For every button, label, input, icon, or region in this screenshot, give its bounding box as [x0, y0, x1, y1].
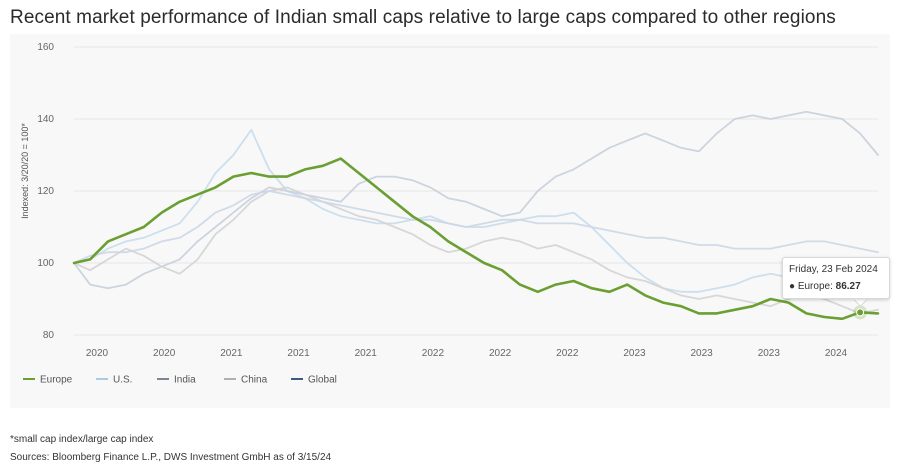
series-lines: [72, 110, 880, 321]
x-tick-label: 2020: [153, 348, 176, 359]
legend-label: Global: [308, 375, 337, 386]
legend-item-india: India: [157, 375, 196, 386]
tooltip-row: ● Europe: 86.27: [789, 281, 861, 292]
tooltip-colon: :: [830, 281, 836, 292]
footnote-sources: Sources: Bloomberg Finance L.P., DWS Inv…: [10, 452, 332, 463]
gridlines: [74, 46, 878, 336]
x-tick-label: 2021: [287, 348, 310, 359]
footnote-index: *small cap index/large cap index: [10, 434, 154, 445]
legend-item-china: China: [224, 375, 268, 386]
y-tick-label: 140: [37, 114, 54, 125]
x-tick-label: 2021: [220, 348, 243, 359]
y-tick-label: 120: [37, 186, 54, 197]
y-axis-label: Indexed: 3/20/20 = 100*: [20, 123, 30, 219]
y-tick-label: 80: [43, 330, 55, 341]
tooltip-date: Friday, 23 Feb 2024: [789, 264, 878, 275]
x-tick-label: 2022: [422, 348, 445, 359]
tooltip-value: 86.27: [835, 281, 861, 292]
x-tick-label: 2022: [489, 348, 512, 359]
series-line-china: [73, 186, 879, 315]
series-line-global: [73, 190, 879, 264]
highlight-point: [856, 308, 865, 317]
legend-label: China: [241, 375, 268, 386]
legend-label: Europe: [40, 375, 73, 386]
series-line-europe: [72, 157, 880, 321]
y-tick-label: 100: [37, 258, 54, 269]
x-tick-label: 2020: [86, 348, 109, 359]
x-tick-label: 2024: [825, 348, 848, 359]
y-tick-label: 160: [37, 42, 54, 53]
x-tick-label: 2022: [556, 348, 579, 359]
x-axis: 2020 2020 2021 2021 2021 2022 2022 2022 2023 2023…: [86, 348, 848, 359]
highlight-marker: [853, 305, 868, 320]
legend-item-europe: Europe: [23, 375, 73, 386]
x-tick-label: 2023: [758, 348, 781, 359]
series-line-us: [73, 128, 879, 297]
tooltip-series-name: Europe: [797, 281, 831, 292]
legend-label: U.S.: [113, 375, 132, 386]
legend: Europe U.S. India China Global: [23, 375, 337, 386]
series-line-india: [73, 110, 879, 290]
y-axis: 80 100 120 140 160: [37, 42, 54, 341]
x-tick-label: 2021: [355, 348, 378, 359]
x-tick-label: 2023: [623, 348, 646, 359]
legend-label: India: [174, 375, 196, 386]
tooltip: Friday, 23 Feb 2024 ● Europe: 86.27: [782, 257, 890, 299]
chart-panel: 80 100 120 140 160 2020 2020 2021 2021 2021 2022 2…: [10, 34, 890, 408]
x-tick-label: 2023: [691, 348, 714, 359]
legend-item-us: U.S.: [96, 375, 132, 386]
legend-item-global: Global: [291, 375, 337, 386]
tooltip-bullet-icon: ●: [789, 281, 796, 292]
chart-title: Recent market performance of Indian smal…: [10, 7, 836, 28]
